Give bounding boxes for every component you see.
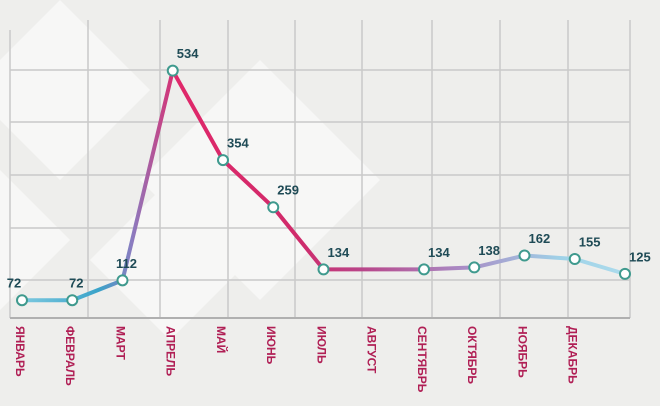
- value-label: 134: [428, 245, 450, 260]
- value-label: 354: [227, 136, 249, 151]
- x-tick-label: АПРЕЛЬ: [164, 326, 178, 377]
- data-point: [619, 267, 631, 280]
- data-point: [66, 294, 79, 307]
- background-decor: [0, 0, 380, 340]
- x-tick-label: МАРТ: [113, 326, 127, 361]
- data-point: [568, 252, 581, 265]
- data-point: [16, 294, 28, 307]
- x-tick-label: МАЙ: [214, 326, 229, 353]
- value-label: 259: [277, 183, 299, 198]
- value-label: 72: [7, 276, 21, 291]
- value-label: 138: [478, 243, 500, 258]
- value-label: 134: [328, 245, 350, 260]
- x-tick-label: СЕНТЯБРЬ: [415, 326, 429, 393]
- value-label: 125: [629, 249, 651, 264]
- x-tick-label: АВГУСТ: [365, 326, 379, 374]
- data-point: [518, 249, 531, 262]
- data-point: [166, 64, 179, 77]
- data-point: [317, 263, 330, 276]
- x-tick-label: ДЕКАБРЬ: [566, 326, 580, 384]
- value-label: 155: [579, 234, 601, 249]
- value-label: 72: [69, 276, 83, 291]
- data-point: [267, 201, 280, 214]
- x-tick-label: ИЮНЬ: [264, 326, 278, 365]
- x-tick-label: ОКТЯБРЬ: [465, 326, 479, 384]
- data-point: [468, 261, 481, 274]
- x-tick-label: ИЮЛЬ: [314, 326, 328, 364]
- value-label: 162: [529, 231, 551, 246]
- data-point: [217, 154, 229, 167]
- data-point: [418, 263, 430, 276]
- x-tick-label: ФЕВРАЛЬ: [63, 326, 77, 386]
- value-label: 112: [116, 256, 137, 271]
- x-tick-label: НОЯБРЬ: [515, 326, 529, 378]
- x-tick-label: ЯНВАРЬ: [13, 326, 27, 377]
- value-label: 534: [177, 46, 199, 61]
- data-point: [116, 274, 129, 287]
